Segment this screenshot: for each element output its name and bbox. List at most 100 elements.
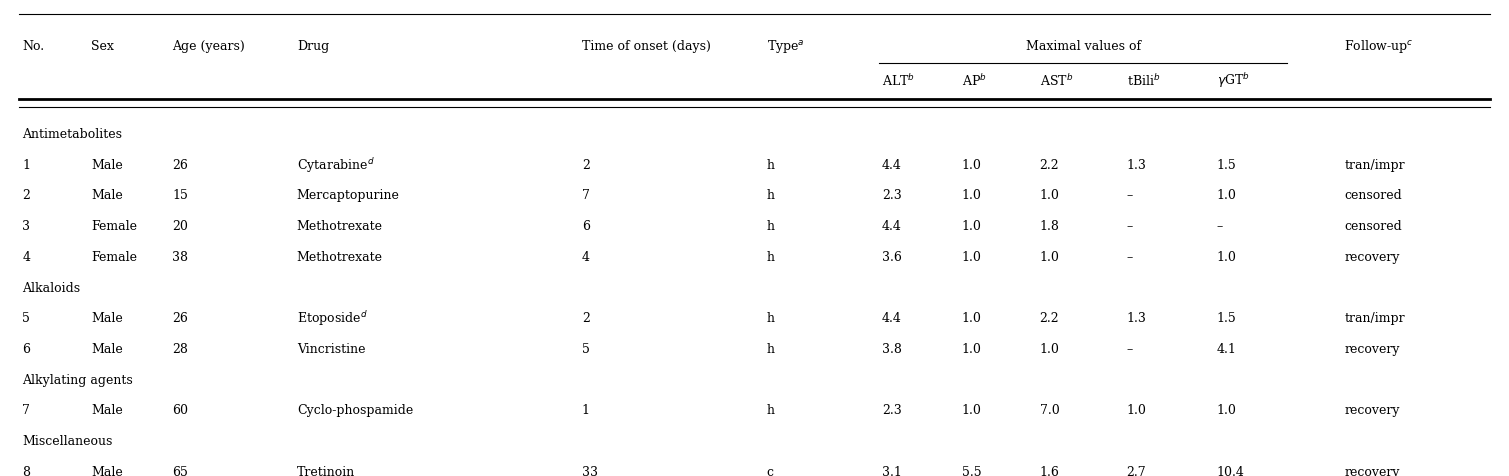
Text: Tretinoin: Tretinoin — [297, 465, 355, 476]
Text: Age (years): Age (years) — [172, 40, 244, 53]
Text: c: c — [767, 465, 774, 476]
Text: 1.0: 1.0 — [961, 189, 981, 202]
Text: No.: No. — [23, 40, 44, 53]
Text: Time of onset (days): Time of onset (days) — [582, 40, 711, 53]
Text: 1.0: 1.0 — [961, 159, 981, 171]
Text: 8: 8 — [23, 465, 30, 476]
Text: Methotrexate: Methotrexate — [297, 220, 383, 233]
Text: 1.0: 1.0 — [961, 404, 981, 416]
Text: Male: Male — [91, 342, 122, 355]
Text: 1.0: 1.0 — [1040, 189, 1059, 202]
Text: 1: 1 — [23, 159, 30, 171]
Text: Vincristine: Vincristine — [297, 342, 365, 355]
Text: Miscellaneous: Miscellaneous — [23, 434, 113, 447]
Text: Alkylating agents: Alkylating agents — [23, 373, 133, 386]
Text: 7: 7 — [582, 189, 590, 202]
Text: 2.2: 2.2 — [1040, 312, 1059, 325]
Text: 38: 38 — [172, 250, 189, 263]
Text: 2.3: 2.3 — [883, 189, 902, 202]
Text: 2: 2 — [582, 159, 590, 171]
Text: 3.6: 3.6 — [883, 250, 902, 263]
Text: 7: 7 — [23, 404, 30, 416]
Text: Male: Male — [91, 404, 122, 416]
Text: recovery: recovery — [1345, 342, 1400, 355]
Text: Maximal values of: Maximal values of — [1026, 40, 1141, 53]
Text: –: – — [1127, 189, 1133, 202]
Text: AP$^b$: AP$^b$ — [961, 73, 987, 89]
Text: Alkaloids: Alkaloids — [23, 281, 80, 294]
Text: $\gamma$GT$^b$: $\gamma$GT$^b$ — [1216, 71, 1249, 90]
Text: h: h — [767, 220, 774, 233]
Text: 1.3: 1.3 — [1127, 159, 1147, 171]
Text: –: – — [1127, 250, 1133, 263]
Text: 65: 65 — [172, 465, 189, 476]
Text: Cyclo-phospamide: Cyclo-phospamide — [297, 404, 413, 416]
Text: h: h — [767, 312, 774, 325]
Text: 1.0: 1.0 — [961, 312, 981, 325]
Text: 60: 60 — [172, 404, 189, 416]
Text: Etoposide$^d$: Etoposide$^d$ — [297, 309, 368, 327]
Text: 26: 26 — [172, 159, 189, 171]
Text: 10.4: 10.4 — [1216, 465, 1245, 476]
Text: h: h — [767, 342, 774, 355]
Text: h: h — [767, 189, 774, 202]
Text: Male: Male — [91, 312, 122, 325]
Text: 1: 1 — [582, 404, 590, 416]
Text: 4: 4 — [582, 250, 590, 263]
Text: 1.5: 1.5 — [1216, 159, 1236, 171]
Text: Type$^a$: Type$^a$ — [767, 38, 804, 55]
Text: tran/impr: tran/impr — [1345, 159, 1405, 171]
Text: AST$^b$: AST$^b$ — [1040, 73, 1073, 89]
Text: 5: 5 — [23, 312, 30, 325]
Text: 4.4: 4.4 — [883, 312, 902, 325]
Text: 1.0: 1.0 — [1040, 250, 1059, 263]
Text: –: – — [1127, 220, 1133, 233]
Text: 5.5: 5.5 — [961, 465, 981, 476]
Text: Mercaptopurine: Mercaptopurine — [297, 189, 400, 202]
Text: 1.0: 1.0 — [961, 220, 981, 233]
Text: Methotrexate: Methotrexate — [297, 250, 383, 263]
Text: tran/impr: tran/impr — [1345, 312, 1405, 325]
Text: 6: 6 — [23, 342, 30, 355]
Text: 7.0: 7.0 — [1040, 404, 1059, 416]
Text: 2.3: 2.3 — [883, 404, 902, 416]
Text: censored: censored — [1345, 220, 1402, 233]
Text: h: h — [767, 404, 774, 416]
Text: 4.4: 4.4 — [883, 220, 902, 233]
Text: Female: Female — [91, 250, 137, 263]
Text: 6: 6 — [582, 220, 590, 233]
Text: 1.8: 1.8 — [1040, 220, 1059, 233]
Text: 1.0: 1.0 — [1127, 404, 1147, 416]
Text: 3: 3 — [23, 220, 30, 233]
Text: 33: 33 — [582, 465, 598, 476]
Text: 20: 20 — [172, 220, 189, 233]
Text: –: – — [1216, 220, 1222, 233]
Text: recovery: recovery — [1345, 250, 1400, 263]
Text: 2.7: 2.7 — [1127, 465, 1147, 476]
Text: 2: 2 — [582, 312, 590, 325]
Text: Male: Male — [91, 465, 122, 476]
Text: ALT$^b$: ALT$^b$ — [883, 73, 914, 89]
Text: 2.2: 2.2 — [1040, 159, 1059, 171]
Text: 1.3: 1.3 — [1127, 312, 1147, 325]
Text: 26: 26 — [172, 312, 189, 325]
Text: 28: 28 — [172, 342, 189, 355]
Text: 1.0: 1.0 — [1216, 404, 1236, 416]
Text: Follow-up$^c$: Follow-up$^c$ — [1345, 38, 1414, 55]
Text: Male: Male — [91, 189, 122, 202]
Text: –: – — [1127, 342, 1133, 355]
Text: censored: censored — [1345, 189, 1402, 202]
Text: 5: 5 — [582, 342, 590, 355]
Text: Sex: Sex — [91, 40, 115, 53]
Text: 1.0: 1.0 — [1216, 250, 1236, 263]
Text: Female: Female — [91, 220, 137, 233]
Text: 15: 15 — [172, 189, 189, 202]
Text: 1.0: 1.0 — [961, 250, 981, 263]
Text: 1.0: 1.0 — [961, 342, 981, 355]
Text: 3.1: 3.1 — [883, 465, 902, 476]
Text: Cytarabine$^d$: Cytarabine$^d$ — [297, 156, 374, 174]
Text: Drug: Drug — [297, 40, 329, 53]
Text: recovery: recovery — [1345, 404, 1400, 416]
Text: tBili$^b$: tBili$^b$ — [1127, 73, 1160, 89]
Text: 3.8: 3.8 — [883, 342, 902, 355]
